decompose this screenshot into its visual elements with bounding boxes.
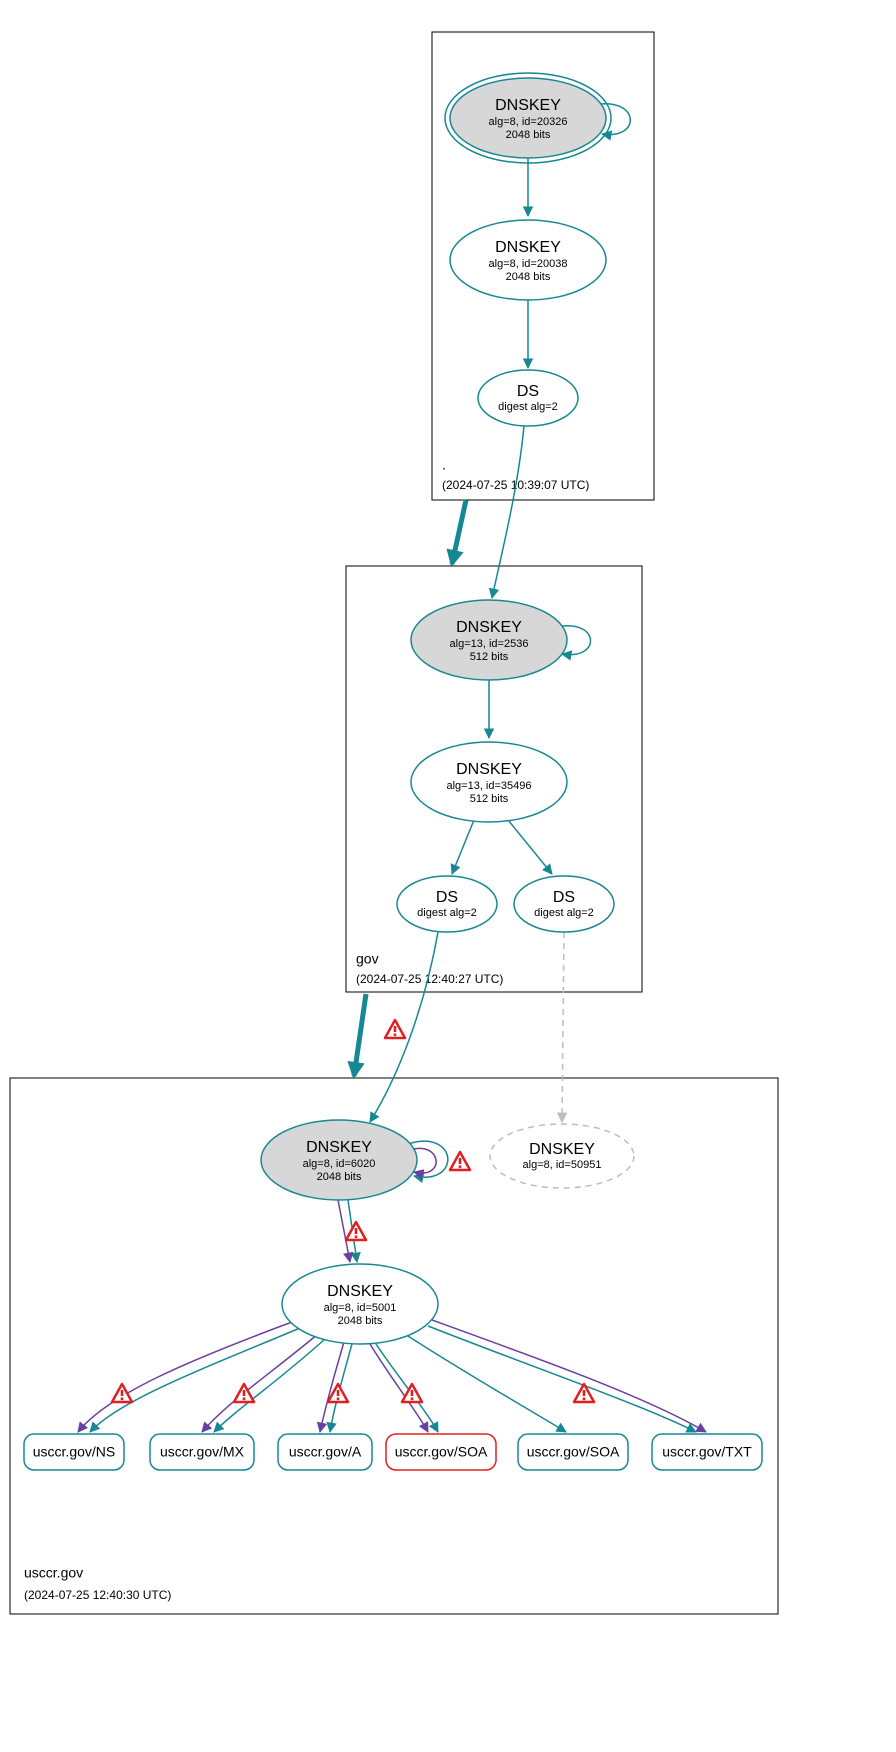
node-label: 2048 bits	[317, 1171, 362, 1183]
edge-usccr_zsk-leaf_txt	[428, 1326, 696, 1432]
node-label: alg=8, id=50951	[523, 1159, 602, 1171]
edge-usccr_zsk-leaf_soa2	[408, 1336, 566, 1432]
node-label: DNSKEY	[495, 239, 561, 256]
edge-usccr_zsk-leaf_soa1	[376, 1344, 438, 1432]
leaf-label: usccr.gov/SOA	[395, 1444, 488, 1460]
node-root_ksk: DNSKEY alg=8, id=203262048 bits	[445, 73, 611, 163]
node-label: 2048 bits	[506, 271, 551, 283]
leaf-label: usccr.gov/NS	[33, 1444, 115, 1460]
dnssec-diagram: .(2024-07-25 10:39:07 UTC)gov(2024-07-25…	[0, 0, 896, 1752]
node-label: DS	[517, 383, 539, 400]
node-root_zsk: DNSKEY alg=8, id=200382048 bits	[450, 220, 606, 300]
edge-root_ds-gov_ksk	[492, 426, 524, 598]
node-label: 512 bits	[470, 793, 509, 805]
node-label: alg=8, id=5001	[324, 1302, 397, 1314]
zone-label-usccr: usccr.gov	[24, 1565, 83, 1581]
leaf-label: usccr.gov/SOA	[527, 1444, 620, 1460]
leaf-label: usccr.gov/TXT	[662, 1444, 752, 1460]
zone-label-root: .	[442, 457, 446, 473]
warning-icon	[574, 1384, 594, 1402]
edge-gov_zsk-gov_ds1	[452, 820, 474, 874]
warning-icon	[402, 1384, 422, 1402]
node-label: alg=8, id=20038	[489, 258, 568, 270]
node-label: DNSKEY	[456, 619, 522, 636]
leaf-leaf_txt: usccr.gov/TXT	[652, 1434, 762, 1470]
node-label: digest alg=2	[417, 907, 477, 919]
node-gov_ksk: DNSKEY alg=13, id=2536512 bits	[411, 600, 567, 680]
warning-icon	[450, 1152, 470, 1170]
delegation-edge-1	[354, 994, 366, 1076]
delegation-edge-0	[452, 500, 466, 564]
leaf-label: usccr.gov/MX	[160, 1444, 245, 1460]
node-label: DNSKEY	[495, 97, 561, 114]
node-gov_zsk: DNSKEY alg=13, id=35496512 bits	[411, 742, 567, 822]
node-label: alg=8, id=6020	[303, 1158, 376, 1170]
warning-icon	[346, 1222, 366, 1240]
edge-usccr_zsk-leaf_mx	[202, 1334, 318, 1432]
edge-gov_ds2-usccr_missing	[562, 932, 564, 1122]
node-label: DNSKEY	[529, 1141, 595, 1158]
leaf-label: usccr.gov/A	[289, 1444, 362, 1460]
node-label: digest alg=2	[498, 401, 558, 413]
edge-usccr_zsk-leaf_ns	[90, 1328, 300, 1432]
node-label: alg=13, id=35496	[446, 780, 531, 792]
leaf-leaf_mx: usccr.gov/MX	[150, 1434, 254, 1470]
node-label: alg=13, id=2536	[450, 638, 529, 650]
zone-label-gov: gov	[356, 951, 379, 967]
edge-usccr_zsk-leaf_soa1	[370, 1344, 428, 1432]
node-label: alg=8, id=20326	[489, 116, 568, 128]
edge-gov_zsk-gov_ds2	[508, 820, 552, 874]
node-label: DNSKEY	[456, 761, 522, 778]
warning-icon	[385, 1020, 405, 1038]
edge-usccr_ksk-usccr_zsk	[338, 1200, 350, 1262]
node-label: 2048 bits	[506, 129, 551, 141]
leaf-leaf_soa2: usccr.gov/SOA	[518, 1434, 628, 1470]
node-label: DS	[436, 889, 458, 906]
node-gov_ds2: DSdigest alg=2	[514, 876, 614, 932]
node-label: DNSKEY	[327, 1283, 393, 1300]
zone-timestamp-usccr: (2024-07-25 12:40:30 UTC)	[24, 1588, 171, 1602]
node-label: DNSKEY	[306, 1139, 372, 1156]
node-label: 2048 bits	[338, 1315, 383, 1327]
node-usccr_missing: DNSKEYalg=8, id=50951	[490, 1124, 634, 1188]
node-label: DS	[553, 889, 575, 906]
leaf-leaf_soa1: usccr.gov/SOA	[386, 1434, 496, 1470]
edge-gov_ds1-usccr_ksk	[370, 932, 438, 1122]
edge-usccr_zsk-leaf_mx	[214, 1338, 326, 1432]
node-usccr_ksk: DNSKEY alg=8, id=60202048 bits	[261, 1120, 417, 1200]
node-label: 512 bits	[470, 651, 509, 663]
node-label: digest alg=2	[534, 907, 594, 919]
leaf-leaf_a: usccr.gov/A	[278, 1434, 372, 1470]
node-usccr_zsk: DNSKEY alg=8, id=50012048 bits	[282, 1264, 438, 1344]
node-root_ds: DSdigest alg=2	[478, 370, 578, 426]
leaf-leaf_ns: usccr.gov/NS	[24, 1434, 124, 1470]
node-gov_ds1: DSdigest alg=2	[397, 876, 497, 932]
